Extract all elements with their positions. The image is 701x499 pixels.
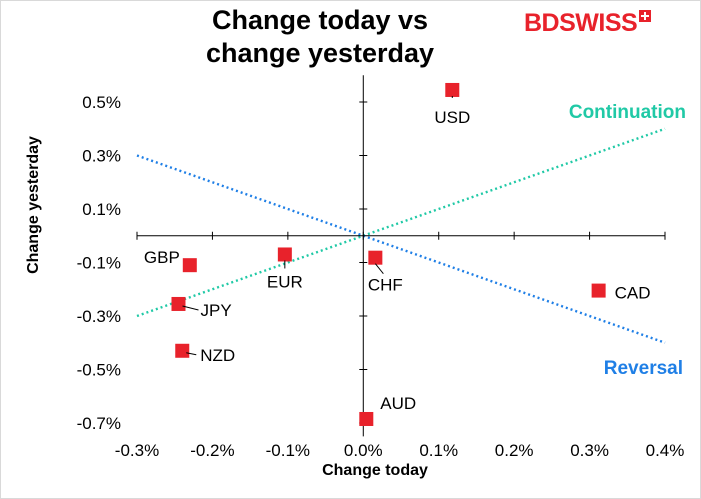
point-label-gbp: GBP <box>144 248 180 267</box>
point-marker-jpy <box>171 296 186 311</box>
data-points: USD EUR CHF GBP JPY NZD CAD AUD <box>144 82 651 426</box>
y-tick-label: 0.5% <box>82 93 121 112</box>
chart-title-line-1: Change today vs <box>211 5 429 35</box>
y-tick-label: -0.7% <box>77 414 121 433</box>
trend-line-continuation <box>136 127 666 318</box>
swiss-cross-icon <box>639 10 652 22</box>
point-label-usd: USD <box>434 108 470 127</box>
leader-line-chf <box>374 263 384 274</box>
point-marker-cad <box>591 283 606 298</box>
point-marker-gbp <box>182 258 197 273</box>
trend-line-reversal <box>136 154 666 344</box>
point-marker-usd <box>445 82 460 97</box>
reversal-label: Reversal <box>604 358 683 379</box>
y-tick-label: 0.1% <box>82 200 121 219</box>
point-marker-chf <box>368 250 383 265</box>
y-tick-label: -0.1% <box>77 254 121 273</box>
continuation-label: Continuation <box>569 102 686 123</box>
point-label-eur: EUR <box>267 272 303 291</box>
tick-labels: -0.3% -0.2% -0.1% 0.0% 0.1% 0.2% 0.3% 0.4% 0.5% 0… <box>77 93 685 460</box>
chart-title: Change today vs change yesterday <box>170 4 470 70</box>
x-tick-label: -0.2% <box>190 441 234 460</box>
point-marker-aud <box>359 411 374 426</box>
logo-part-bd: BD <box>524 9 560 37</box>
x-tick-label: 0.1% <box>419 441 458 460</box>
point-label-cad: CAD <box>615 284 651 303</box>
axes <box>136 75 666 437</box>
leader-line-jpy <box>182 305 199 311</box>
logo-part-swiss: SWISS <box>559 9 638 37</box>
x-tick-label: 0.2% <box>495 441 534 460</box>
point-label-nzd: NZD <box>200 346 235 365</box>
point-label-aud: AUD <box>380 394 416 413</box>
chart-title-line-2: change yesterday <box>205 38 435 68</box>
point-marker-eur <box>277 247 292 262</box>
point-label-jpy: JPY <box>200 301 231 320</box>
point-marker-nzd <box>175 343 190 358</box>
x-axis-title: Change today <box>322 462 428 479</box>
y-tick-label: -0.3% <box>77 307 121 326</box>
y-tick-label: 0.3% <box>82 147 121 166</box>
point-label-chf: CHF <box>368 276 403 295</box>
x-tick-label: 0.0% <box>344 441 383 460</box>
x-tick-label: 0.4% <box>646 441 685 460</box>
leader-line-nzd <box>186 352 197 356</box>
bdswiss-logo: BDSWISS <box>524 8 652 38</box>
y-axis-title: Change yesterday <box>25 136 42 274</box>
line-annotations: Continuation Reversal <box>569 102 686 379</box>
x-tick-label: -0.3% <box>115 441 159 460</box>
y-tick-label: -0.5% <box>77 361 121 380</box>
x-tick-label: -0.1% <box>266 441 310 460</box>
x-tick-label: 0.3% <box>570 441 609 460</box>
reference-lines <box>136 127 666 344</box>
